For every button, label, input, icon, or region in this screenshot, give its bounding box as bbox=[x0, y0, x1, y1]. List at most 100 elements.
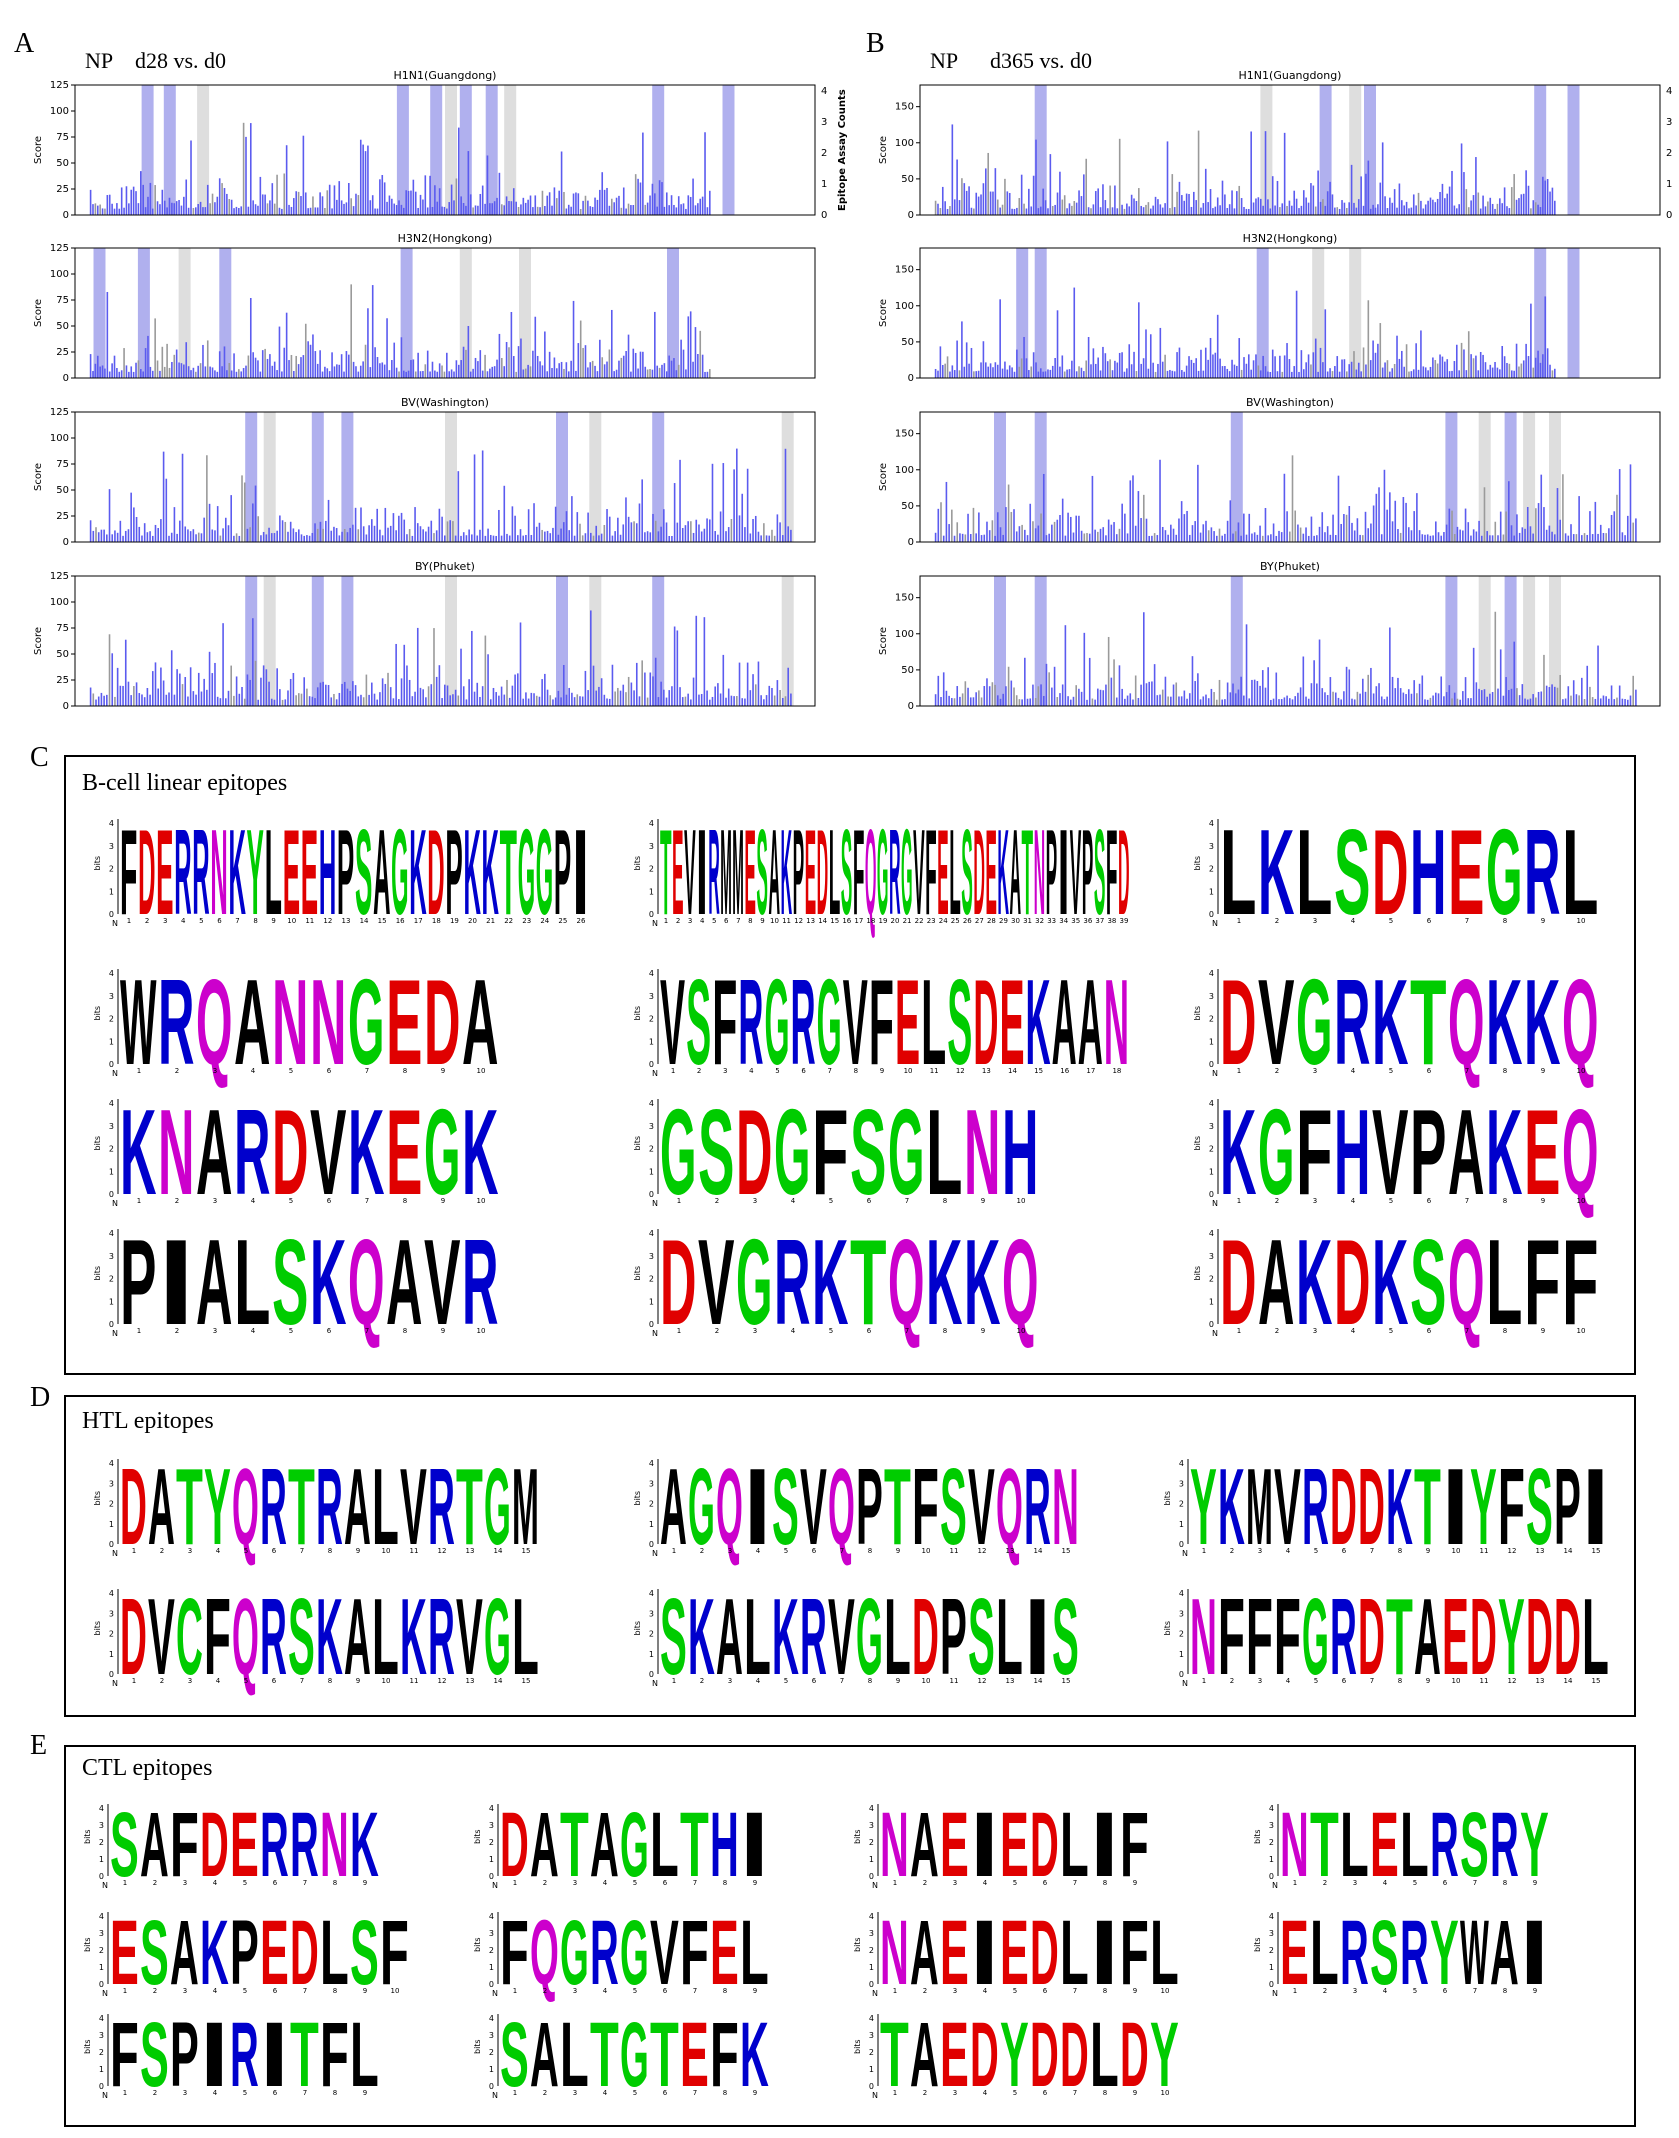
logo-residue: N bbox=[1034, 804, 1046, 940]
score-bar bbox=[991, 520, 994, 542]
score-bar bbox=[641, 660, 643, 706]
logo-residue: E bbox=[283, 804, 300, 940]
logo-position-label: 5 bbox=[1389, 1197, 1393, 1205]
score-bar bbox=[1379, 182, 1382, 215]
score-bar bbox=[1453, 361, 1456, 378]
score-bar bbox=[632, 348, 635, 378]
score-bar bbox=[1097, 531, 1099, 542]
score-bar bbox=[649, 672, 652, 706]
logo-residue: F bbox=[712, 954, 737, 1090]
logo-y-tick-label: 2 bbox=[1209, 1145, 1214, 1154]
score-bar bbox=[1004, 361, 1006, 378]
logo-position-label: 10 bbox=[922, 1677, 931, 1685]
epitope-highlight-band bbox=[1349, 248, 1362, 378]
score-bar bbox=[173, 203, 176, 215]
score-bar bbox=[596, 371, 599, 378]
score-bar bbox=[435, 530, 438, 542]
logo-position-label: 8 bbox=[403, 1197, 407, 1205]
logo-residue: N bbox=[1104, 954, 1129, 1090]
score-bar bbox=[1264, 507, 1267, 542]
logo-residue: K bbox=[350, 1793, 379, 1896]
score-bar bbox=[1291, 699, 1294, 706]
score-bar bbox=[1513, 174, 1515, 215]
logo-y-tick-label: 4 bbox=[1179, 1459, 1184, 1468]
logo-residue: T bbox=[650, 2003, 679, 2106]
logo-y-tick-label: 2 bbox=[99, 2048, 104, 2057]
score-bar bbox=[265, 534, 268, 542]
score-bar bbox=[338, 535, 341, 542]
logo-residue: V bbox=[148, 1577, 175, 1698]
logo-residue: E bbox=[940, 1793, 969, 1896]
score-bar bbox=[1348, 506, 1351, 542]
logo-position-label: 8 bbox=[403, 1067, 407, 1075]
score-bar bbox=[685, 369, 687, 378]
score-bar bbox=[987, 152, 989, 215]
score-bar bbox=[627, 203, 630, 215]
logo-position-label: 9 bbox=[981, 1327, 985, 1335]
logo-position-label: 7 bbox=[693, 2089, 697, 2097]
logo-residue: E bbox=[1000, 1793, 1029, 1896]
logo-residue: A bbox=[910, 1901, 939, 2004]
score-bar bbox=[1126, 203, 1128, 215]
panel-b-protein: NP bbox=[930, 48, 959, 73]
score-bar bbox=[522, 369, 525, 378]
logo-position-label: 8 bbox=[868, 1677, 872, 1685]
logo-residue: N bbox=[1280, 1793, 1309, 1896]
score-bar bbox=[1374, 352, 1377, 378]
score-bar bbox=[1240, 198, 1243, 215]
score-bar bbox=[1219, 205, 1221, 215]
score-bar bbox=[1448, 186, 1451, 215]
score-bar bbox=[489, 203, 491, 215]
logo-position-label: 20 bbox=[891, 917, 900, 925]
score-bar bbox=[1489, 364, 1492, 378]
logo-y-tick-label: 1 bbox=[489, 1855, 494, 1864]
score-bar bbox=[522, 535, 525, 542]
score-bar bbox=[512, 356, 515, 378]
logo-residue: F bbox=[1498, 1447, 1525, 1568]
score-bar bbox=[295, 695, 297, 706]
logo-position-label: 3 bbox=[953, 2089, 957, 2097]
score-bar bbox=[671, 535, 673, 542]
score-bar bbox=[1216, 197, 1219, 215]
score-bar bbox=[1417, 192, 1420, 215]
score-bar bbox=[1279, 207, 1281, 215]
score-bar bbox=[1591, 697, 1594, 706]
logo-position-label: 29 bbox=[999, 917, 1008, 925]
score-bar bbox=[176, 533, 178, 542]
score-bar bbox=[369, 200, 372, 215]
logo-position-label: 8 bbox=[1103, 1987, 1107, 1995]
score-bar bbox=[551, 368, 553, 378]
epitope-highlight-band bbox=[589, 412, 602, 542]
score-bar bbox=[1243, 695, 1245, 706]
score-bar bbox=[119, 685, 122, 706]
score-bar bbox=[508, 535, 511, 542]
score-bar bbox=[1251, 679, 1253, 706]
logo-residue: E bbox=[1280, 1901, 1309, 2004]
score-bar bbox=[779, 690, 781, 706]
logo-residue: K bbox=[1386, 1447, 1413, 1568]
score-bar bbox=[1391, 202, 1394, 215]
logo-position-label: 12 bbox=[978, 1677, 987, 1685]
score-bar bbox=[124, 530, 127, 542]
score-bar bbox=[1274, 205, 1276, 215]
logo-y-tick-label: 4 bbox=[99, 1912, 104, 1921]
logo-residue: D bbox=[120, 1577, 147, 1698]
score-bar bbox=[362, 697, 365, 706]
score-bar bbox=[1218, 528, 1221, 542]
logo-residue: S bbox=[961, 804, 973, 940]
logo-position-label: 6 bbox=[327, 1067, 332, 1075]
score-bar bbox=[1221, 535, 1224, 542]
logo-position-label: 3 bbox=[1258, 1677, 1262, 1685]
logo-residue: V bbox=[650, 1901, 679, 2004]
logo-position-label: 5 bbox=[244, 1547, 248, 1555]
score-bar bbox=[235, 676, 238, 706]
logo-residue: T bbox=[1414, 1447, 1441, 1568]
score-bar bbox=[524, 202, 527, 215]
score-bar bbox=[146, 532, 149, 542]
score-bar bbox=[1326, 526, 1329, 542]
score-bar bbox=[471, 630, 473, 706]
score-bar bbox=[430, 684, 433, 706]
logo-residue: A bbox=[170, 1901, 199, 2004]
logo-position-label: 1 bbox=[1237, 1197, 1241, 1205]
